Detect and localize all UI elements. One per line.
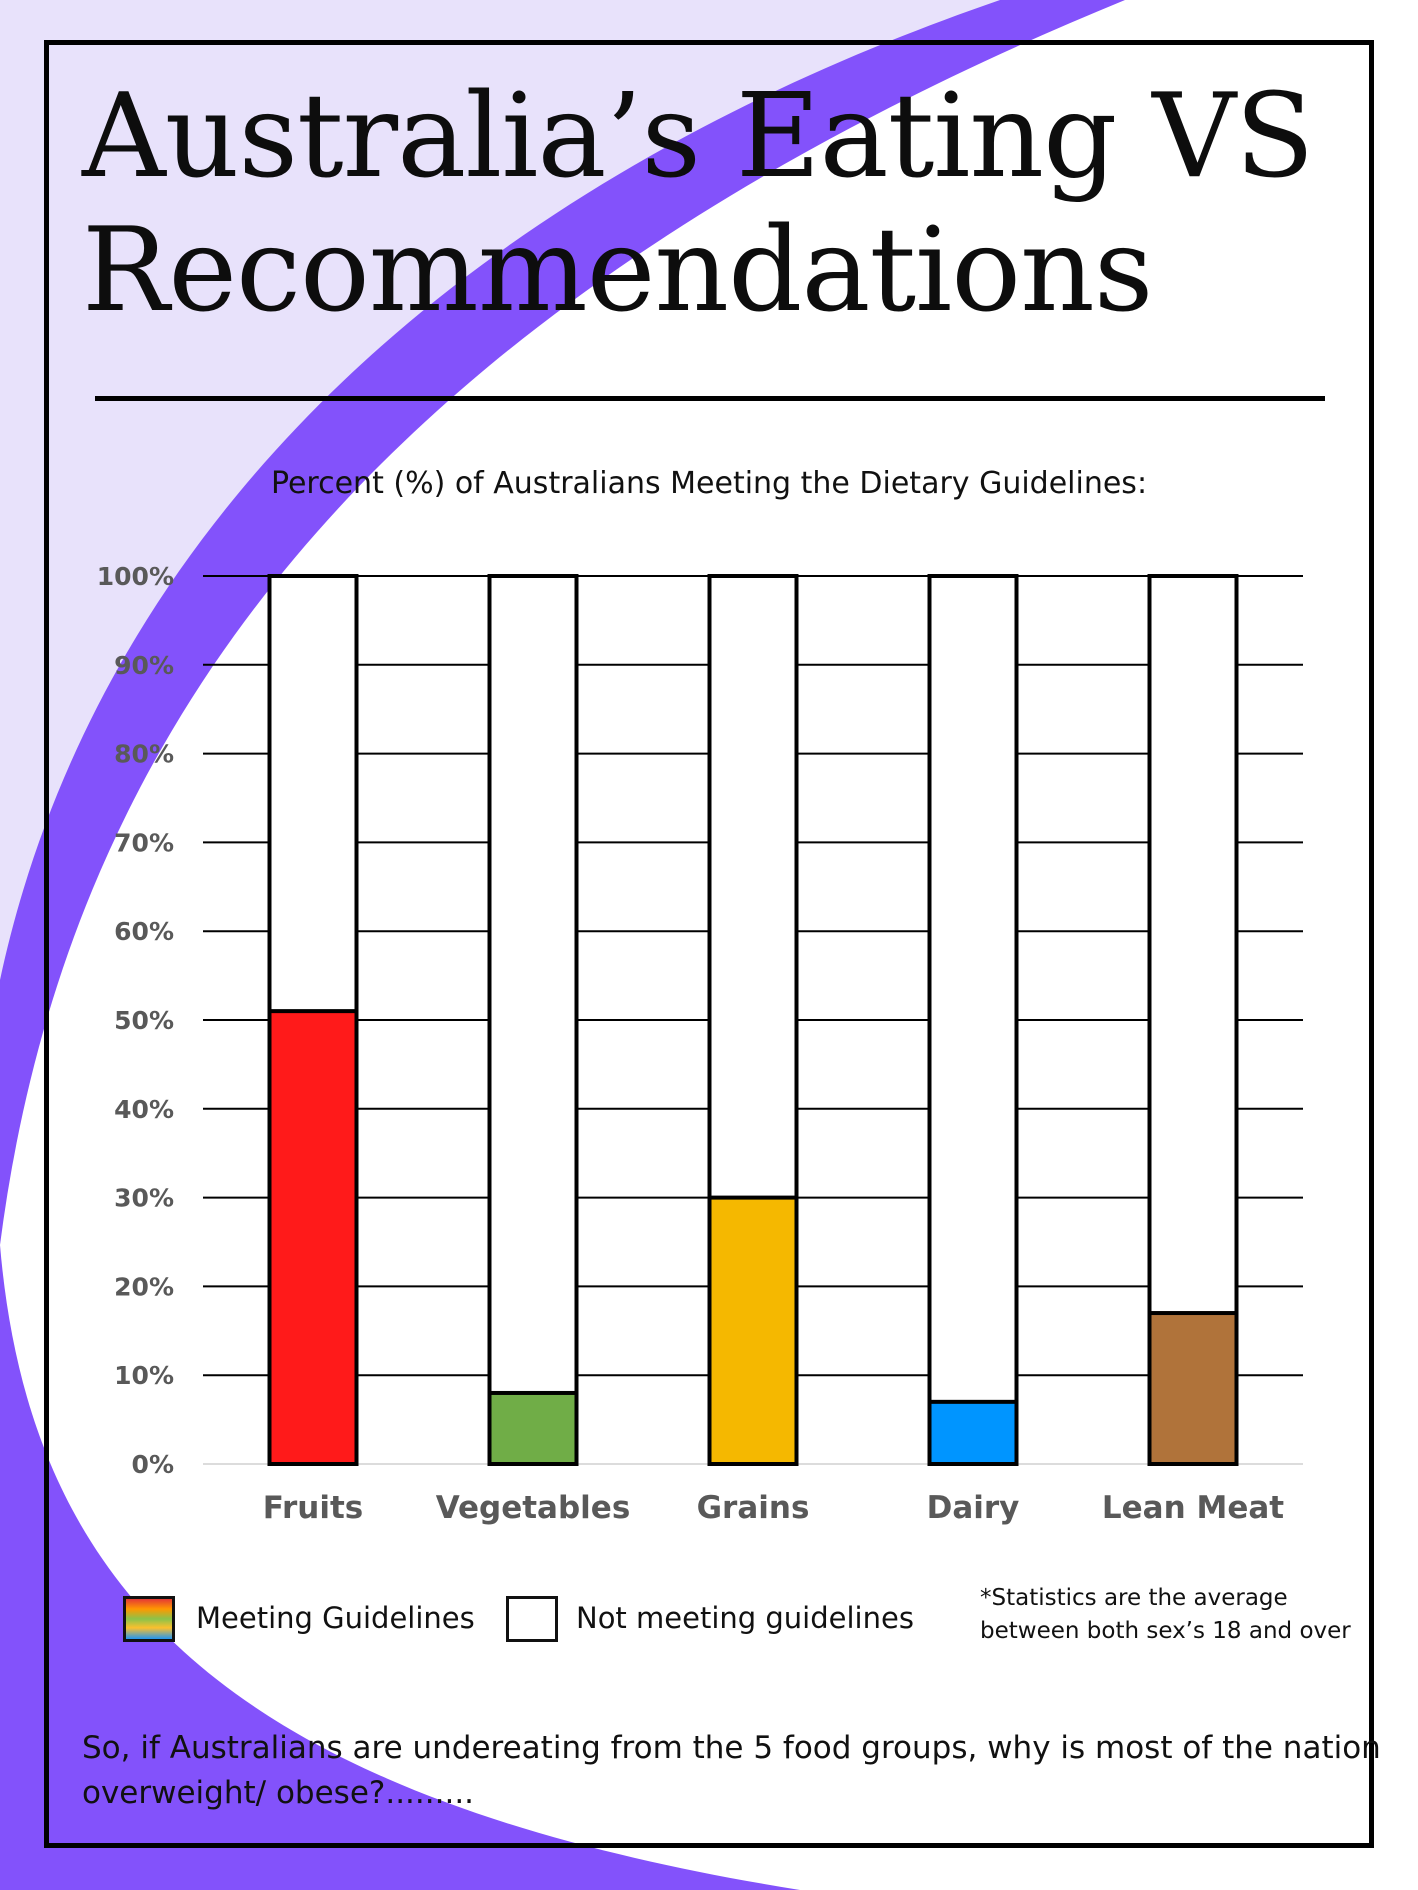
bar-meeting — [267, 1009, 359, 1466]
bar-not-meeting — [487, 574, 579, 1466]
y-tick-label: 40% — [114, 1095, 174, 1124]
y-axis-tick-labels: 0% 10% 20% 30% 40% 50% 60% 70% 80% 90% 100% — [97, 562, 174, 1479]
footnote: *Statistics are the average between both… — [980, 1582, 1351, 1648]
y-tick-label: 60% — [114, 917, 174, 946]
y-tick-label: 90% — [114, 651, 174, 680]
x-tick-label: Vegetables — [436, 1490, 631, 1526]
closing-question-line-2: overweight/ obese?......... — [82, 1775, 475, 1811]
x-axis-tick-labels: Fruits Vegetables Grains Dairy Lean Meat — [263, 1490, 1284, 1526]
footnote-line-1: *Statistics are the average — [980, 1585, 1288, 1611]
y-tick-label: 30% — [114, 1184, 174, 1213]
closing-question-line-1: So, if Australians are undereating from … — [82, 1730, 1381, 1766]
legend-swatch-meeting — [123, 1596, 175, 1642]
y-tick-label: 20% — [114, 1272, 174, 1301]
y-tick-label: 10% — [114, 1361, 174, 1390]
bars — [267, 574, 1239, 1467]
bar-not-meeting — [927, 574, 1019, 1466]
x-tick-label: Lean Meat — [1102, 1490, 1284, 1526]
y-tick-label: 80% — [114, 740, 174, 769]
background-lavender-arc — [0, 0, 1000, 980]
page-title-line-2: Recommendations — [82, 203, 1153, 338]
footnote-line-2: between both sex’s 18 and over — [980, 1618, 1351, 1644]
bar-meeting — [1147, 1311, 1239, 1467]
card-frame — [44, 40, 1374, 1848]
closing-question: So, if Australians are undereating from … — [82, 1726, 1381, 1816]
y-tick-label: 70% — [114, 828, 174, 857]
page-title: Australia’s Eating VS Recommendations — [82, 70, 1342, 338]
x-tick-label: Fruits — [263, 1490, 363, 1526]
y-tick-label: 50% — [114, 1006, 174, 1035]
legend-label-not-meeting: Not meeting guidelines — [576, 1601, 914, 1635]
chart-title: Percent (%) of Australians Meeting the D… — [271, 466, 1147, 501]
y-tick-label: 0% — [132, 1450, 174, 1479]
x-tick-label: Grains — [697, 1490, 810, 1526]
bar-meeting — [927, 1399, 1019, 1466]
legend-swatch-not-meeting — [506, 1596, 558, 1642]
x-tick-label: Dairy — [927, 1490, 1020, 1526]
y-tick-label: 100% — [97, 562, 174, 591]
page-title-line-1: Australia’s Eating VS — [82, 69, 1315, 204]
bar-meeting — [487, 1390, 579, 1466]
legend-label-meeting: Meeting Guidelines — [196, 1601, 475, 1635]
bar-meeting — [707, 1195, 799, 1466]
title-divider — [95, 396, 1325, 401]
